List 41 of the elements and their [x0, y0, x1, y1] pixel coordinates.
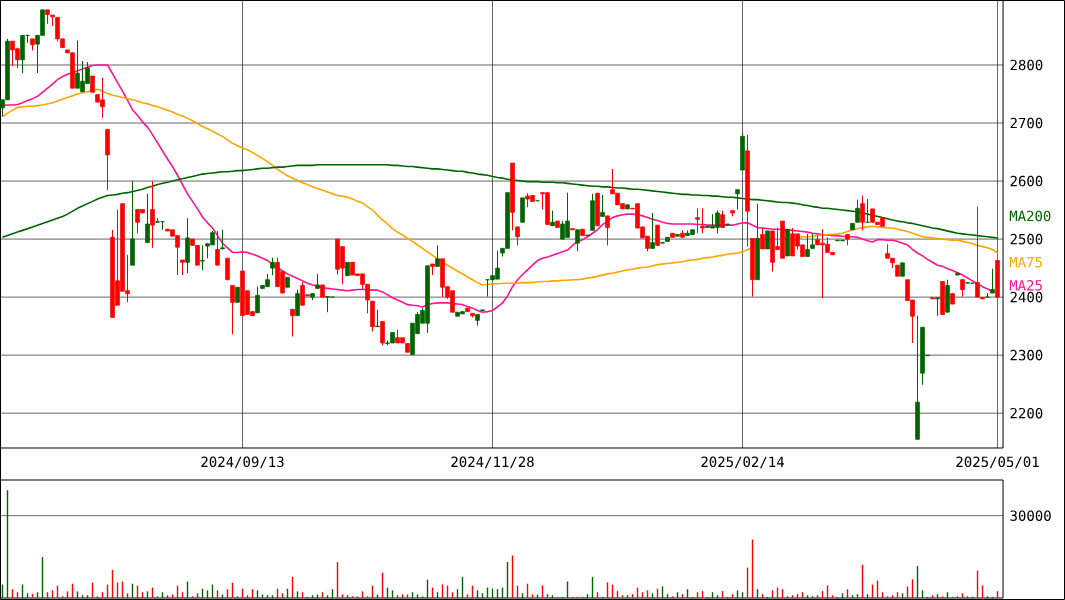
candlestick [760, 227, 765, 250]
candlestick [515, 226, 520, 246]
y-tick-label: 2600 [1010, 175, 1043, 187]
candlestick [290, 308, 295, 338]
x-tick-label: 2025/05/01 [956, 456, 1039, 469]
candlestick [605, 215, 610, 246]
series-label: MA200 [1009, 210, 1051, 222]
candlestick [575, 229, 580, 252]
candlestick [215, 230, 220, 266]
candlestick [220, 229, 225, 250]
candlestick [255, 286, 260, 314]
x-tick-label: 2025/02/14 [701, 456, 784, 469]
candlestick [200, 244, 205, 271]
candlestick [150, 180, 155, 249]
candlestick [380, 320, 385, 346]
candlestick [650, 212, 655, 249]
candlestick [600, 194, 605, 217]
candlestick [145, 193, 150, 244]
candlestick [230, 285, 235, 335]
y-tick-label: 2400 [1010, 291, 1043, 303]
x-tick-label: 2024/09/13 [201, 456, 284, 469]
candlestick [435, 244, 440, 267]
y-tick-label: 2800 [1010, 59, 1043, 71]
candlestick [695, 207, 700, 234]
series-label: MA25 [1009, 279, 1042, 291]
series-label: MA75 [1009, 256, 1042, 268]
candlestick [805, 233, 810, 257]
candlestick [855, 199, 860, 223]
candlestick [700, 207, 705, 234]
y-tick-label: 2200 [1010, 407, 1043, 419]
candlestick [860, 195, 865, 231]
candlestick [655, 224, 660, 246]
y-tick-label: 2300 [1010, 349, 1043, 361]
y-tick-label: 2700 [1010, 117, 1043, 129]
candlestick [990, 268, 995, 294]
candlestick [225, 257, 230, 281]
y-tick-label: 30000 [1010, 510, 1051, 521]
x-tick-label: 2024/11/28 [451, 456, 534, 469]
candlestick [295, 289, 300, 317]
candlestick [735, 189, 740, 210]
y-tick-label: 2500 [1010, 233, 1043, 245]
